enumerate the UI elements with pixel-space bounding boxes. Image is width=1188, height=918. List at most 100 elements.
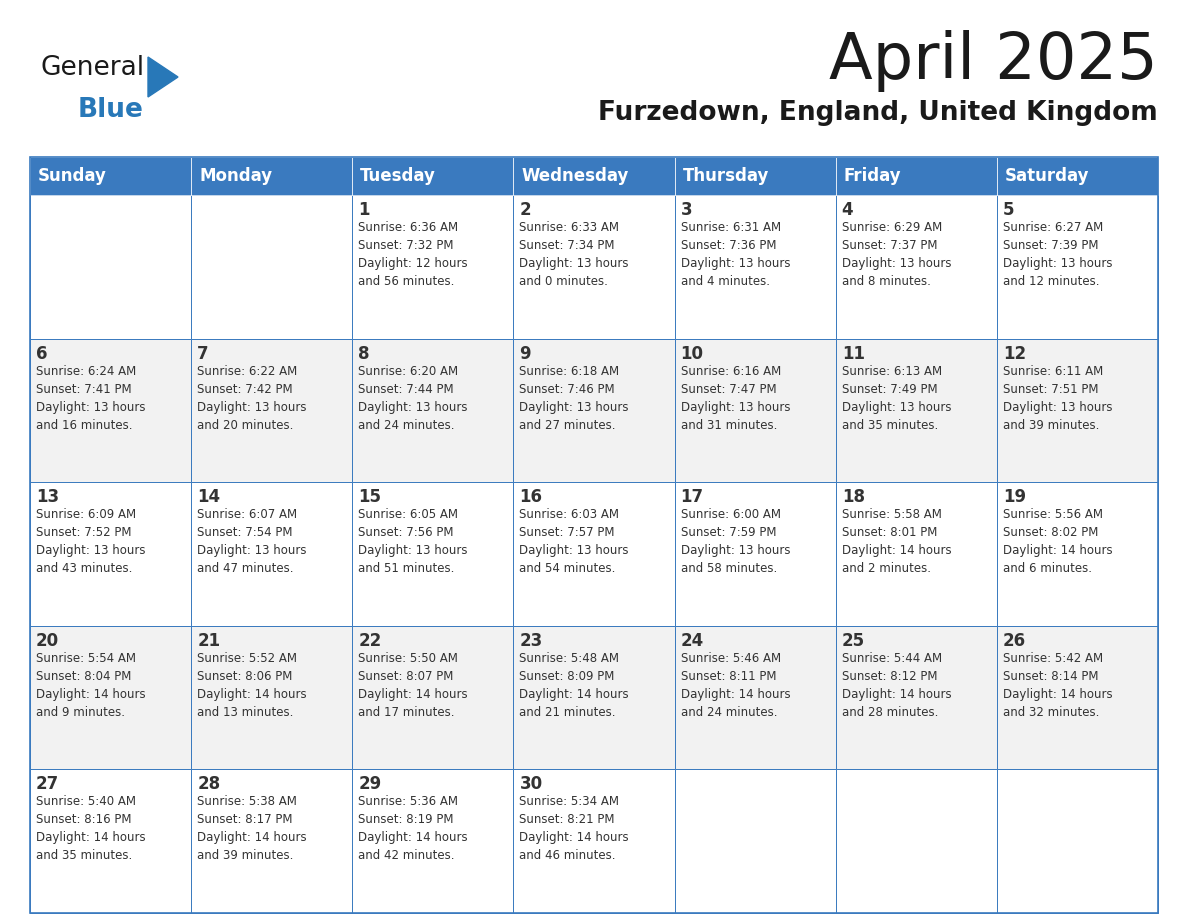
Text: Sunrise: 6:36 AM
Sunset: 7:32 PM
Daylight: 12 hours
and 56 minutes.: Sunrise: 6:36 AM Sunset: 7:32 PM Dayligh… [359, 221, 468, 288]
Text: Sunrise: 6:29 AM
Sunset: 7:37 PM
Daylight: 13 hours
and 8 minutes.: Sunrise: 6:29 AM Sunset: 7:37 PM Dayligh… [842, 221, 952, 288]
Bar [835, 769, 997, 913]
Text: 16: 16 [519, 488, 543, 506]
Text: 26: 26 [1003, 632, 1026, 650]
Text: Sunrise: 6:05 AM
Sunset: 7:56 PM
Daylight: 13 hours
and 51 minutes.: Sunrise: 6:05 AM Sunset: 7:56 PM Dayligh… [359, 509, 468, 576]
Text: Sunday: Sunday [38, 167, 107, 185]
Bar [513, 769, 675, 913]
Text: Sunrise: 5:48 AM
Sunset: 8:09 PM
Daylight: 14 hours
and 21 minutes.: Sunrise: 5:48 AM Sunset: 8:09 PM Dayligh… [519, 652, 630, 719]
Text: Blue: Blue [78, 97, 144, 123]
Bar [353, 482, 513, 626]
Text: 2: 2 [519, 201, 531, 219]
Text: Sunrise: 6:07 AM
Sunset: 7:54 PM
Daylight: 13 hours
and 47 minutes.: Sunrise: 6:07 AM Sunset: 7:54 PM Dayligh… [197, 509, 307, 576]
Text: Monday: Monday [200, 167, 272, 185]
Bar [191, 769, 353, 913]
Bar [30, 769, 191, 913]
Text: April 2025: April 2025 [829, 30, 1158, 92]
Text: General: General [40, 55, 144, 81]
Text: 11: 11 [842, 344, 865, 363]
Text: 25: 25 [842, 632, 865, 650]
Text: Sunrise: 6:03 AM
Sunset: 7:57 PM
Daylight: 13 hours
and 54 minutes.: Sunrise: 6:03 AM Sunset: 7:57 PM Dayligh… [519, 509, 628, 576]
Bar [997, 482, 1158, 626]
Text: Sunrise: 6:31 AM
Sunset: 7:36 PM
Daylight: 13 hours
and 4 minutes.: Sunrise: 6:31 AM Sunset: 7:36 PM Dayligh… [681, 221, 790, 288]
Text: Sunrise: 6:09 AM
Sunset: 7:52 PM
Daylight: 13 hours
and 43 minutes.: Sunrise: 6:09 AM Sunset: 7:52 PM Dayligh… [36, 509, 145, 576]
Bar [353, 339, 513, 482]
Text: 1: 1 [359, 201, 369, 219]
Bar [191, 339, 353, 482]
Bar [835, 626, 997, 769]
Bar [675, 482, 835, 626]
Text: Sunrise: 5:44 AM
Sunset: 8:12 PM
Daylight: 14 hours
and 28 minutes.: Sunrise: 5:44 AM Sunset: 8:12 PM Dayligh… [842, 652, 952, 719]
Bar [997, 339, 1158, 482]
Text: Sunrise: 6:00 AM
Sunset: 7:59 PM
Daylight: 13 hours
and 58 minutes.: Sunrise: 6:00 AM Sunset: 7:59 PM Dayligh… [681, 509, 790, 576]
Text: 27: 27 [36, 776, 59, 793]
Text: Sunrise: 5:54 AM
Sunset: 8:04 PM
Daylight: 14 hours
and 9 minutes.: Sunrise: 5:54 AM Sunset: 8:04 PM Dayligh… [36, 652, 146, 719]
Bar [513, 482, 675, 626]
Bar [30, 157, 1158, 913]
Text: 13: 13 [36, 488, 59, 506]
Text: 6: 6 [36, 344, 48, 363]
Bar [675, 626, 835, 769]
Text: 20: 20 [36, 632, 59, 650]
Polygon shape [148, 57, 178, 97]
Text: Furzedown, England, United Kingdom: Furzedown, England, United Kingdom [599, 100, 1158, 126]
Text: 30: 30 [519, 776, 543, 793]
Text: Sunrise: 5:56 AM
Sunset: 8:02 PM
Daylight: 14 hours
and 6 minutes.: Sunrise: 5:56 AM Sunset: 8:02 PM Dayligh… [1003, 509, 1112, 576]
Bar [835, 157, 997, 195]
Text: 8: 8 [359, 344, 369, 363]
Text: Sunrise: 5:46 AM
Sunset: 8:11 PM
Daylight: 14 hours
and 24 minutes.: Sunrise: 5:46 AM Sunset: 8:11 PM Dayligh… [681, 652, 790, 719]
Text: 9: 9 [519, 344, 531, 363]
Bar [997, 157, 1158, 195]
Text: Friday: Friday [843, 167, 902, 185]
Text: 3: 3 [681, 201, 693, 219]
Text: 24: 24 [681, 632, 703, 650]
Bar [997, 769, 1158, 913]
Bar [675, 195, 835, 339]
Bar [675, 157, 835, 195]
Text: Sunrise: 5:50 AM
Sunset: 8:07 PM
Daylight: 14 hours
and 17 minutes.: Sunrise: 5:50 AM Sunset: 8:07 PM Dayligh… [359, 652, 468, 719]
Text: Tuesday: Tuesday [360, 167, 436, 185]
Text: Sunrise: 6:13 AM
Sunset: 7:49 PM
Daylight: 13 hours
and 35 minutes.: Sunrise: 6:13 AM Sunset: 7:49 PM Dayligh… [842, 364, 952, 431]
Bar [30, 157, 191, 195]
Bar [835, 482, 997, 626]
Text: 28: 28 [197, 776, 220, 793]
Text: Saturday: Saturday [1005, 167, 1089, 185]
Text: Sunrise: 5:40 AM
Sunset: 8:16 PM
Daylight: 14 hours
and 35 minutes.: Sunrise: 5:40 AM Sunset: 8:16 PM Dayligh… [36, 795, 146, 862]
Text: Sunrise: 6:20 AM
Sunset: 7:44 PM
Daylight: 13 hours
and 24 minutes.: Sunrise: 6:20 AM Sunset: 7:44 PM Dayligh… [359, 364, 468, 431]
Bar [513, 339, 675, 482]
Bar [835, 195, 997, 339]
Bar [513, 626, 675, 769]
Text: 5: 5 [1003, 201, 1015, 219]
Text: 17: 17 [681, 488, 703, 506]
Text: 19: 19 [1003, 488, 1026, 506]
Text: Thursday: Thursday [683, 167, 769, 185]
Bar [675, 769, 835, 913]
Text: Sunrise: 6:18 AM
Sunset: 7:46 PM
Daylight: 13 hours
and 27 minutes.: Sunrise: 6:18 AM Sunset: 7:46 PM Dayligh… [519, 364, 628, 431]
Text: 14: 14 [197, 488, 220, 506]
Text: Sunrise: 6:24 AM
Sunset: 7:41 PM
Daylight: 13 hours
and 16 minutes.: Sunrise: 6:24 AM Sunset: 7:41 PM Dayligh… [36, 364, 145, 431]
Text: Sunrise: 5:42 AM
Sunset: 8:14 PM
Daylight: 14 hours
and 32 minutes.: Sunrise: 5:42 AM Sunset: 8:14 PM Dayligh… [1003, 652, 1112, 719]
Text: Sunrise: 6:27 AM
Sunset: 7:39 PM
Daylight: 13 hours
and 12 minutes.: Sunrise: 6:27 AM Sunset: 7:39 PM Dayligh… [1003, 221, 1112, 288]
Text: Wednesday: Wednesday [522, 167, 628, 185]
Bar [30, 195, 191, 339]
Text: Sunrise: 6:33 AM
Sunset: 7:34 PM
Daylight: 13 hours
and 0 minutes.: Sunrise: 6:33 AM Sunset: 7:34 PM Dayligh… [519, 221, 628, 288]
Text: Sunrise: 5:36 AM
Sunset: 8:19 PM
Daylight: 14 hours
and 42 minutes.: Sunrise: 5:36 AM Sunset: 8:19 PM Dayligh… [359, 795, 468, 862]
Bar [191, 482, 353, 626]
Bar [30, 339, 191, 482]
Text: 12: 12 [1003, 344, 1026, 363]
Bar [353, 157, 513, 195]
Bar [191, 626, 353, 769]
Bar [675, 339, 835, 482]
Bar [513, 195, 675, 339]
Bar [513, 157, 675, 195]
Text: Sunrise: 5:38 AM
Sunset: 8:17 PM
Daylight: 14 hours
and 39 minutes.: Sunrise: 5:38 AM Sunset: 8:17 PM Dayligh… [197, 795, 307, 862]
Text: Sunrise: 6:16 AM
Sunset: 7:47 PM
Daylight: 13 hours
and 31 minutes.: Sunrise: 6:16 AM Sunset: 7:47 PM Dayligh… [681, 364, 790, 431]
Bar [997, 626, 1158, 769]
Bar [353, 769, 513, 913]
Text: 10: 10 [681, 344, 703, 363]
Text: 7: 7 [197, 344, 209, 363]
Text: 29: 29 [359, 776, 381, 793]
Text: 21: 21 [197, 632, 220, 650]
Text: 4: 4 [842, 201, 853, 219]
Text: 18: 18 [842, 488, 865, 506]
Bar [353, 626, 513, 769]
